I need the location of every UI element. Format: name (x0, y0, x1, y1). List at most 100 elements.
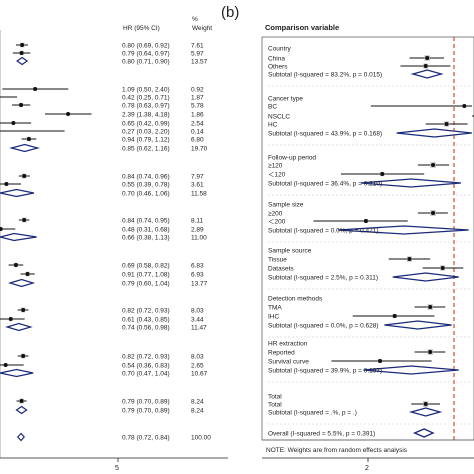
right-point-estimate (444, 122, 449, 126)
left-pooled-diamond (16, 432, 25, 442)
group-subtotal-label: Subtotal (I-squared = 0.0%, p = 0.421) (268, 228, 379, 235)
panel-label: (b) (221, 4, 239, 21)
left-hr-value: 0.55 (0.39, 0.78) (122, 182, 170, 189)
left-weight-value: 3.61 (191, 182, 204, 189)
right-point-estimate (428, 350, 433, 354)
left-weight-value: 11.47 (191, 325, 207, 332)
right-point-estimate (440, 266, 445, 270)
left-point-estimate (11, 121, 16, 125)
left-pooled-diamond (7, 278, 36, 288)
group-item-label: Total (268, 402, 282, 409)
group-item-label: ＜120 (268, 172, 286, 179)
left-hr-value: 0.79 (0.64, 0.97) (122, 51, 170, 58)
left-hr-value: 0.65 (0.42, 0.99) (122, 121, 170, 128)
left-weight-value: 7.61 (191, 43, 204, 50)
left-hr-value: 1.09 (0.50, 2.40) (122, 87, 170, 94)
left-point-estimate (19, 103, 24, 107)
left-hr-value: 0.78 (0.63, 0.97) (122, 103, 170, 110)
left-weight-value: 10.67 (191, 371, 208, 378)
left-weight-value: 5.97 (191, 51, 204, 58)
left-pooled-diamond (15, 405, 28, 415)
left-pooled-diamond (16, 56, 29, 66)
left-hr-value: 0.79 (0.70, 0.89) (122, 408, 170, 415)
group-subtotal-label: Subtotal (I-squared = 2.5%, p = 0.311) (268, 275, 378, 282)
left-weight-value: 13.77 (191, 281, 208, 288)
left-hr-value: 0.70 (0.47, 1.04) (122, 371, 170, 378)
group-item-label: IHC (268, 314, 280, 321)
left-point-estimate (66, 112, 71, 116)
weight-header-label: Weight (192, 25, 212, 32)
subgroup-pooled-diamond (392, 272, 459, 282)
right-axis-tick-label: 2 (365, 465, 369, 472)
right-point-estimate (392, 314, 397, 318)
weights-note: NOTE: Weights are from random effects an… (266, 447, 408, 454)
group-item-label: Survival curve (268, 359, 309, 366)
left-hr-value: 0.80 (0.71, 0.90) (122, 59, 170, 66)
group-title: Detection methods (268, 296, 323, 303)
group-item-label: ＜200 (268, 219, 286, 226)
left-point-estimate (21, 354, 26, 358)
left-hr-value: 0.70 (0.46, 1.06) (122, 191, 170, 198)
left-pooled-diamond (5, 322, 33, 332)
group-title: HR extraction (268, 341, 308, 348)
left-point-estimate (26, 137, 31, 141)
group-subtotal-label: Subtotal (I-squared = .%, p = .) (268, 410, 357, 417)
group-subtotal-label: Subtotal (I-squared = 83.2%, p = 0.015) (268, 72, 382, 79)
left-point-estimate (0, 227, 3, 231)
left-point-estimate (33, 87, 38, 91)
left-point-estimate (13, 263, 18, 267)
left-point-estimate (4, 182, 9, 186)
left-point-estimate (8, 317, 13, 321)
group-item-label: Datasets (268, 266, 294, 273)
group-subtotal-label: Subtotal (I-squared = 36.4%, p = 0.210) (268, 181, 382, 188)
right-point-estimate (363, 219, 368, 223)
right-point-estimate (431, 163, 436, 167)
right-point-estimate (380, 172, 385, 176)
left-weight-value: 0.14 (191, 129, 204, 136)
group-subtotal-label: Subtotal (I-squared = 39.9%, p = 0.197) (268, 368, 382, 375)
group-item-label: Tissue (268, 257, 287, 264)
group-item-label: Others (268, 64, 288, 71)
left-hr-value: 0.74 (0.56, 0.98) (122, 325, 170, 332)
weight-header-percent: % (192, 16, 198, 23)
group-item-label: NSCLC (268, 114, 290, 121)
left-point-estimate (22, 174, 27, 178)
subgroup-pooled-diamond (384, 320, 452, 330)
left-hr-value: 0.94 (0.79, 1.12) (122, 137, 170, 144)
subgroup-pooled-diamond (410, 69, 444, 79)
left-hr-value: 0.42 (0.25, 0.71) (122, 95, 170, 102)
subgroup-pooled-diamond (363, 365, 459, 375)
left-hr-value: 0.69 (0.58, 0.82) (122, 263, 170, 270)
left-weight-value: 8.11 (191, 218, 204, 225)
left-point-estimate (21, 308, 26, 312)
right-point-estimate (462, 104, 467, 108)
left-weight-value: 6.80 (191, 137, 204, 144)
comparison-variable-header: Comparison variable (265, 23, 339, 32)
left-weight-value: 1.86 (191, 112, 204, 119)
hr-column-header: HR (95% CI) (123, 25, 160, 32)
left-point-estimate (3, 363, 8, 367)
group-title: Sample source (268, 248, 312, 255)
left-pooled-diamond (0, 188, 35, 198)
group-item-label: Reported (268, 350, 295, 357)
left-weight-value: 6.83 (191, 263, 204, 270)
group-item-label: TMA (268, 305, 282, 312)
right-point-estimate (425, 56, 430, 60)
left-weight-value: 8.03 (191, 308, 204, 315)
left-weight-value: 11.58 (191, 191, 207, 198)
left-hr-value: 0.80 (0.69, 0.92) (122, 43, 170, 50)
left-weight-value: 0.92 (191, 87, 204, 94)
right-point-estimate (423, 64, 428, 68)
left-hr-value: 0.48 (0.31, 0.68) (122, 227, 170, 234)
group-title: Sample size (268, 202, 304, 209)
left-hr-value: 0.78 (0.72, 0.84) (122, 435, 170, 442)
subgroup-pooled-diamond (360, 178, 462, 188)
left-weight-value: 1.87 (191, 95, 204, 102)
right-point-estimate (428, 305, 433, 309)
left-hr-value: 0.82 (0.72, 0.93) (122, 308, 170, 315)
left-weight-value: 11.00 (191, 235, 207, 242)
right-point-estimate (378, 359, 383, 363)
left-hr-value: 0.54 (0.36, 0.83) (122, 363, 170, 370)
left-pooled-diamond (9, 143, 41, 153)
left-weight-value: 100.00 (191, 435, 211, 442)
